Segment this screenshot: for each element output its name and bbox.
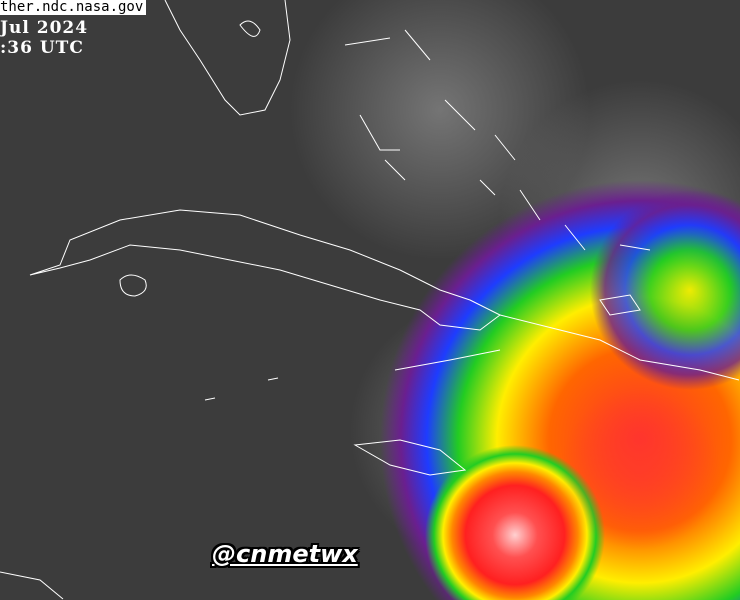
date-label: Jul 2024 <box>0 18 89 38</box>
florida-coastline <box>164 0 291 116</box>
time-label: :36 UTC <box>0 38 84 58</box>
lake-okeechobee <box>239 20 261 37</box>
source-label: ther.ndc.nasa.gov <box>0 0 147 15</box>
cayman-islands <box>204 377 279 401</box>
hispaniola-coastline <box>394 314 740 381</box>
cuba-coastline <box>29 209 501 331</box>
bahamas-coastline <box>344 29 586 251</box>
puerto-rico-coastline <box>599 244 651 316</box>
central-america-coast <box>0 571 64 600</box>
watermark: @cnmetwx <box>212 540 358 568</box>
jamaica-coastline <box>353 439 467 476</box>
isle-of-youth <box>119 274 147 297</box>
